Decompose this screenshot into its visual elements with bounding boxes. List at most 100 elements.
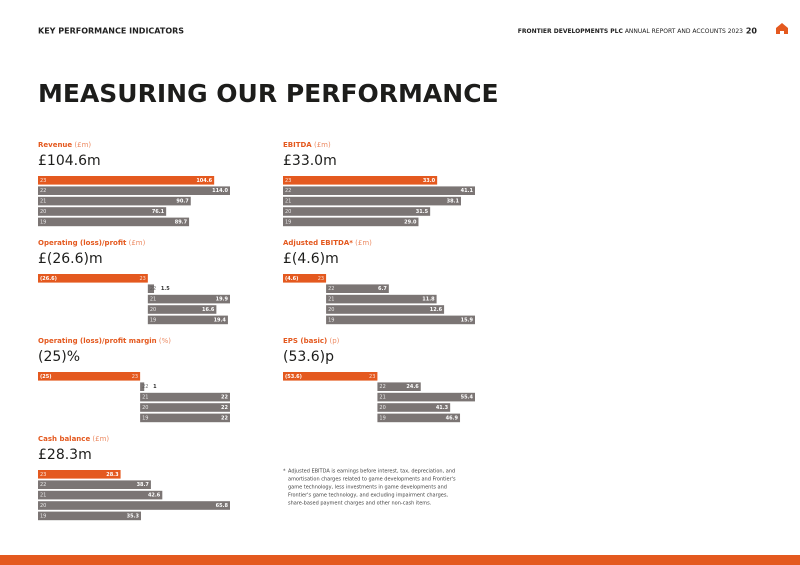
bar-category: 20	[150, 307, 156, 313]
bar-value-label: 38.7	[137, 482, 150, 488]
bar-category: 23	[285, 178, 291, 184]
bar-value-label: 65.8	[216, 503, 229, 509]
bar	[147, 284, 155, 293]
bar	[377, 392, 475, 402]
bar-category: 22	[379, 384, 385, 390]
bar-category: 19	[40, 513, 46, 519]
kpi-headline: (25)%	[38, 349, 80, 365]
footnote-line: game technology, less investments in gam…	[288, 485, 447, 491]
bar-category: 23	[132, 374, 138, 380]
home-icon[interactable]	[776, 23, 788, 34]
footnote-marker: *	[283, 469, 286, 475]
bar	[283, 207, 431, 216]
bar	[147, 294, 230, 304]
bar	[283, 217, 419, 227]
bar	[283, 176, 438, 185]
bar-category: 19	[142, 415, 148, 421]
bar-value-label: 46.9	[446, 415, 459, 421]
kpi-unit: (£m)	[129, 239, 146, 247]
bar	[38, 186, 230, 195]
bar-value-label: 35.3	[127, 513, 140, 519]
footer-band	[0, 555, 800, 565]
bar-value-label: 41.3	[436, 405, 449, 411]
page-number: 20	[746, 27, 758, 36]
kpi-title: EBITDA (£m)	[283, 141, 331, 149]
bar	[140, 392, 230, 402]
bar-value-label: 29.0	[404, 219, 417, 225]
bar-value-label: 28.3	[106, 472, 119, 478]
bar-category: 22	[40, 482, 46, 488]
bar-value-label: 22	[221, 405, 228, 411]
kpi-unit: (£m)	[314, 141, 331, 149]
bar	[283, 196, 461, 206]
bar-category: 21	[285, 199, 291, 205]
running-header: FRONTIER DEVELOPMENTS PLC ANNUAL REPORT …	[518, 28, 743, 35]
bar-category: 23	[369, 374, 375, 380]
bar-category: 20	[40, 503, 46, 509]
kpi-headline: £28.3m	[38, 447, 92, 463]
bar-category: 19	[379, 415, 385, 421]
bar-category: 20	[40, 209, 46, 215]
bar-value-label: 104.6	[196, 178, 212, 184]
company-name: FRONTIER DEVELOPMENTS PLC	[518, 28, 624, 35]
bar-category: 22	[40, 188, 46, 194]
bar-category: 19	[285, 219, 291, 225]
kpi-name: Cash balance	[38, 435, 90, 443]
bar-value-label: (53.6)	[285, 374, 302, 380]
bar-value-label: 41.1	[461, 188, 474, 194]
kpi-unit: (%)	[159, 337, 171, 345]
bar-value-label: 16.6	[202, 307, 215, 313]
kpi-unit: (£m)	[74, 141, 91, 149]
kpi-title: Revenue (£m)	[38, 141, 91, 149]
bar	[326, 294, 437, 304]
footnote-line: Adjusted EBITDA is earnings before inter…	[288, 469, 455, 475]
bar-category: 20	[328, 307, 334, 313]
bar-value-label: 55.4	[461, 395, 474, 401]
bar-category: 21	[142, 395, 148, 401]
bar-value-label: 12.6	[430, 307, 443, 313]
report-name: ANNUAL REPORT AND ACCOUNTS 2023	[625, 28, 743, 35]
bar	[38, 372, 141, 381]
bar	[147, 315, 228, 325]
bar-value-label: 76.1	[152, 209, 165, 215]
bar	[38, 207, 167, 216]
kpi-name: EPS (basic)	[283, 337, 327, 345]
bar	[147, 305, 217, 314]
bar	[38, 196, 191, 206]
bar-category: 21	[150, 297, 156, 303]
bar-category: 20	[379, 405, 385, 411]
bar	[283, 372, 378, 381]
bar-value-label: (25)	[40, 374, 52, 380]
bar-value-label: 1	[153, 384, 157, 390]
footnote-line: amortisation charges related to game dev…	[288, 477, 456, 483]
bar-category: 23	[139, 276, 145, 282]
bar-value-label: 22	[221, 415, 228, 421]
bar-category: 23	[318, 276, 324, 282]
bar	[38, 217, 190, 227]
bar-value-label: 15.9	[461, 317, 474, 323]
kpi-unit: (£m)	[92, 435, 109, 443]
bar-value-label: 33.0	[423, 178, 436, 184]
bar-category: 23	[40, 178, 46, 184]
bar	[140, 382, 145, 391]
kpi-name: EBITDA	[283, 141, 312, 149]
bar-category: 19	[328, 317, 334, 323]
bar-category: 22	[285, 188, 291, 194]
bar	[326, 315, 475, 325]
kpi-headline: £104.6m	[38, 153, 101, 169]
kpi-title: Adjusted EBITDA* (£m)	[283, 239, 372, 247]
kpi-title: Operating (loss)/profit (£m)	[38, 239, 146, 247]
bar	[283, 274, 327, 283]
bar	[38, 501, 230, 510]
bar-value-label: 38.1	[447, 199, 460, 205]
kpi-headline: (53.6)p	[283, 349, 334, 365]
bar-category: 22	[150, 286, 156, 292]
footnote-line: Frontier's game technology, and excludin…	[288, 493, 448, 499]
bar-value-label: 24.6	[406, 384, 419, 390]
kpi-name: Operating (loss)/profit margin	[38, 337, 157, 345]
bar	[38, 480, 151, 489]
bar-value-label: 89.7	[175, 219, 188, 225]
